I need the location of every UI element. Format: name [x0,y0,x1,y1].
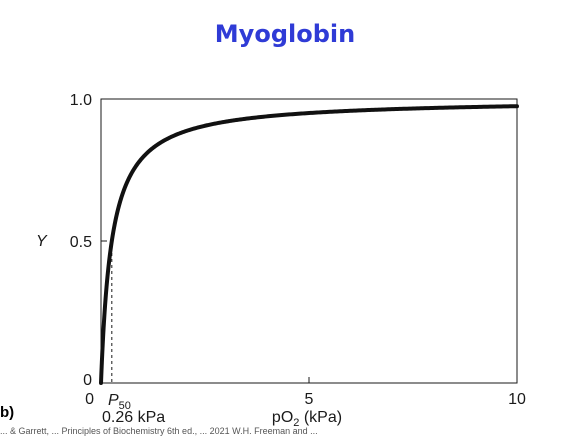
x-tick-label: 0 [85,391,94,408]
p50-label-subscript: 50 [119,400,131,412]
p50-label: P50 [108,392,131,412]
footer-citation: ... & Garrett, ... Principles of Biochem… [0,426,318,436]
tick-labels: 0 5 10 0 0.5 1.0 [70,92,526,408]
panel-letter: b) [0,404,15,421]
x-axis-label-subscript: 2 [293,417,299,429]
x-axis-label: pO2 (kPa) [272,409,342,429]
y-tick-label: 0 [83,372,92,389]
y-axis-label: Y [36,233,48,250]
y-tick-label: 0.5 [70,234,92,251]
x-axis-label-base: pO [272,409,293,426]
slide-title: Myoglobin [214,20,356,48]
p50-value-label: 0.26 kPa [102,409,165,426]
p50-label-base: P [108,392,119,409]
x-tick-label: 10 [508,391,526,408]
y-tick-label: 1.0 [70,92,92,109]
binding-curve [99,104,519,385]
x-tick-label: 5 [305,391,314,408]
x-axis-label-unit: (kPa) [299,409,342,426]
